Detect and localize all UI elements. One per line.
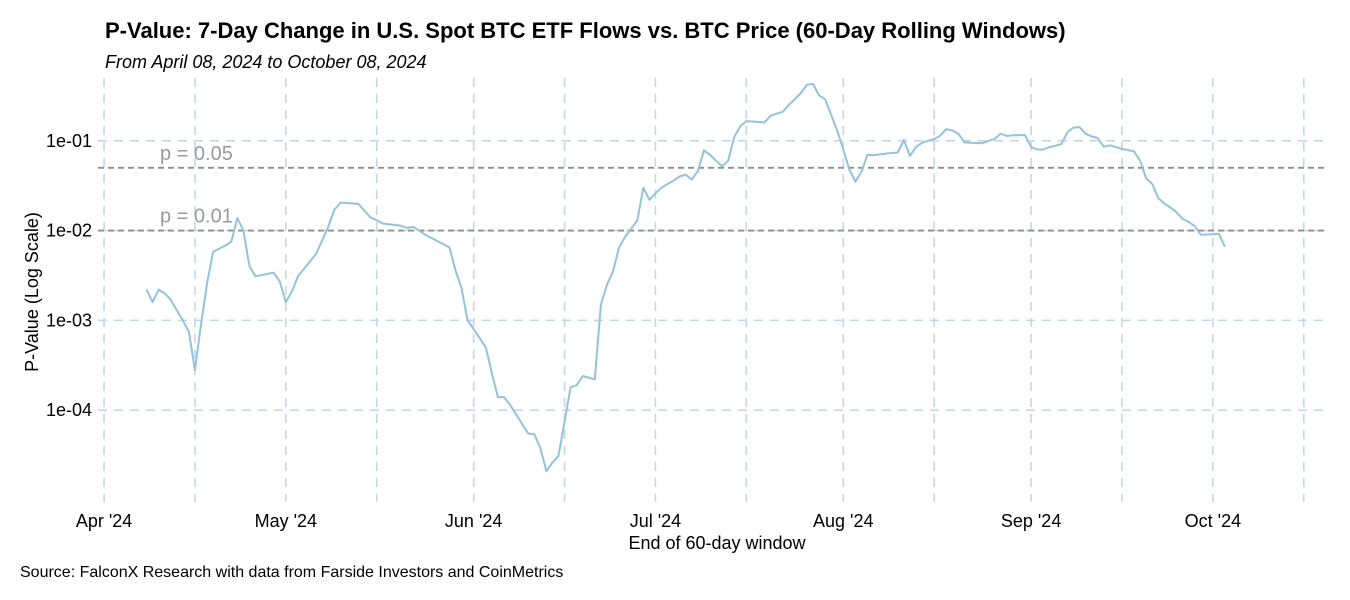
x-tick-label: Jul '24 <box>630 511 681 531</box>
y-tick-label: 1e-03 <box>46 310 92 330</box>
y-axis-label: P-Value (Log Scale) <box>22 212 42 372</box>
x-axis-ticks: Apr '24 May '24 Jun '24 Jul '24 Aug '24 Sep '… <box>76 511 1241 531</box>
reference-lines: p = 0.05 p = 0.01 <box>98 143 1328 232</box>
reference-line-label: p = 0.01 <box>160 206 233 228</box>
x-tick-label: Aug '24 <box>813 511 874 531</box>
series <box>145 82 1226 473</box>
reference-line-label: p = 0.05 <box>160 143 233 165</box>
x-tick-label: May '24 <box>255 511 317 531</box>
x-tick-label: Jun '24 <box>445 511 502 531</box>
y-tick-label: 1e-02 <box>46 221 92 241</box>
y-tick-label: 1e-01 <box>46 131 92 151</box>
source-caption: Source: FalconX Research with data from … <box>20 564 563 581</box>
y-tick-label: 1e-04 <box>46 400 92 420</box>
x-axis-label: End of 60-day window <box>628 533 806 553</box>
x-tick-label: Oct '24 <box>1185 511 1241 531</box>
y-axis-ticks: 1e-01 1e-02 1e-03 1e-04 <box>46 131 92 420</box>
chart-subtitle: From April 08, 2024 to October 08, 2024 <box>105 52 427 72</box>
chart-title: P-Value: 7-Day Change in U.S. Spot BTC E… <box>105 18 1066 43</box>
x-tick-label: Sep '24 <box>1001 511 1062 531</box>
x-tick-label: Apr '24 <box>76 511 132 531</box>
series-line <box>145 82 1226 473</box>
